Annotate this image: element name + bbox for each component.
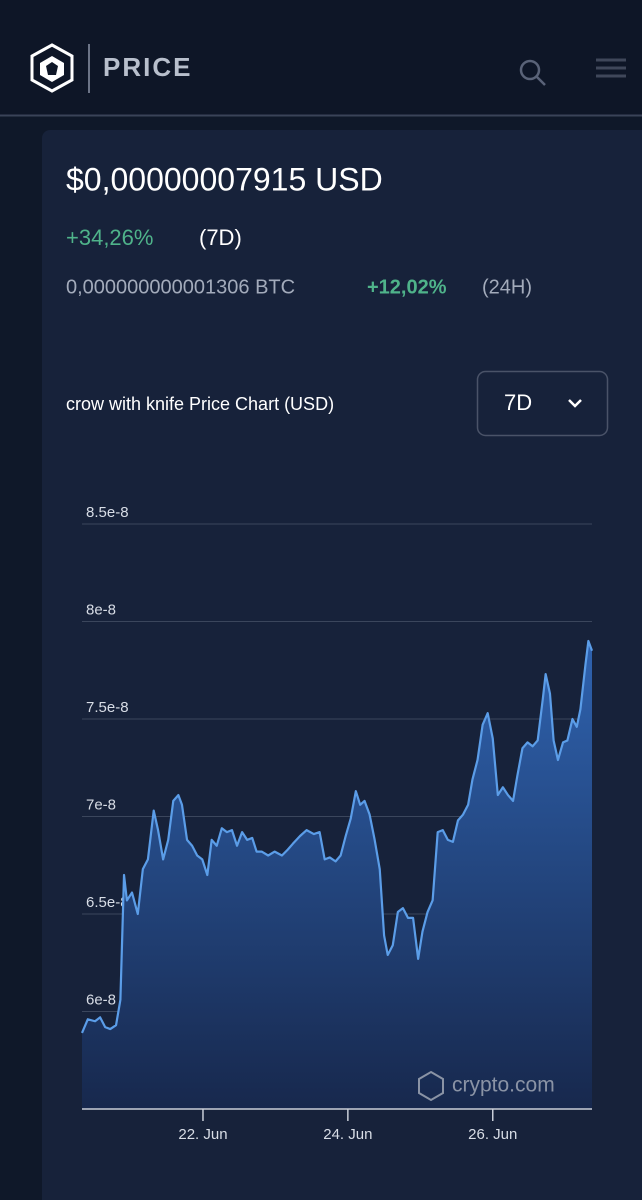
- search-icon[interactable]: [519, 59, 546, 86]
- watermark-logo: [418, 1070, 444, 1102]
- dropdown-box: [476, 370, 609, 437]
- price-line: [80, 639, 594, 1034]
- logo-hex: [30, 43, 74, 93]
- period-24h: (24H): [482, 276, 532, 298]
- change-7d: +34,26%: [66, 225, 153, 250]
- search-handle: [536, 76, 546, 86]
- x-tick-label: 24. Jun: [323, 1126, 372, 1143]
- y-tick-label: 7e-8: [86, 796, 116, 813]
- range-dropdown[interactable]: 7D: [476, 370, 609, 437]
- logo[interactable]: [30, 43, 74, 93]
- change-24h: +12,02%: [367, 276, 447, 298]
- chart: 6e-8 6.5e-8 7e-8 7.5e-8 8e-8 8.5e-8 22. Jun 24.…: [80, 504, 594, 1143]
- y-tick-label: 8e-8: [86, 601, 116, 618]
- y-tick-label: 6.5e-8: [86, 894, 129, 911]
- x-tick-label: 26. Jun: [468, 1126, 517, 1143]
- header-title: PRICE: [103, 52, 192, 82]
- x-tick-label: 22. Jun: [178, 1126, 227, 1143]
- header-bar: [0, 0, 642, 115]
- chart-title: crow with knife Price Chart (USD): [66, 394, 334, 414]
- logo-cut: [46, 62, 58, 75]
- period-7d: (7D): [199, 225, 242, 250]
- dropdown-label: 7D: [504, 390, 532, 415]
- price-usd: $0,00000007915 USD: [66, 161, 383, 197]
- y-tick-label: 6e-8: [86, 991, 116, 1008]
- price-btc: 0,000000000001306 BTC: [66, 276, 295, 298]
- watermark: crypto.com: [452, 1074, 555, 1097]
- y-tick-label: 8.5e-8: [86, 504, 129, 521]
- search-circle: [519, 59, 541, 81]
- menu-icon[interactable]: [596, 58, 626, 78]
- y-tick-label: 7.5e-8: [86, 699, 129, 716]
- dropdown-chevron: [568, 399, 582, 408]
- area-fill: [82, 641, 592, 1109]
